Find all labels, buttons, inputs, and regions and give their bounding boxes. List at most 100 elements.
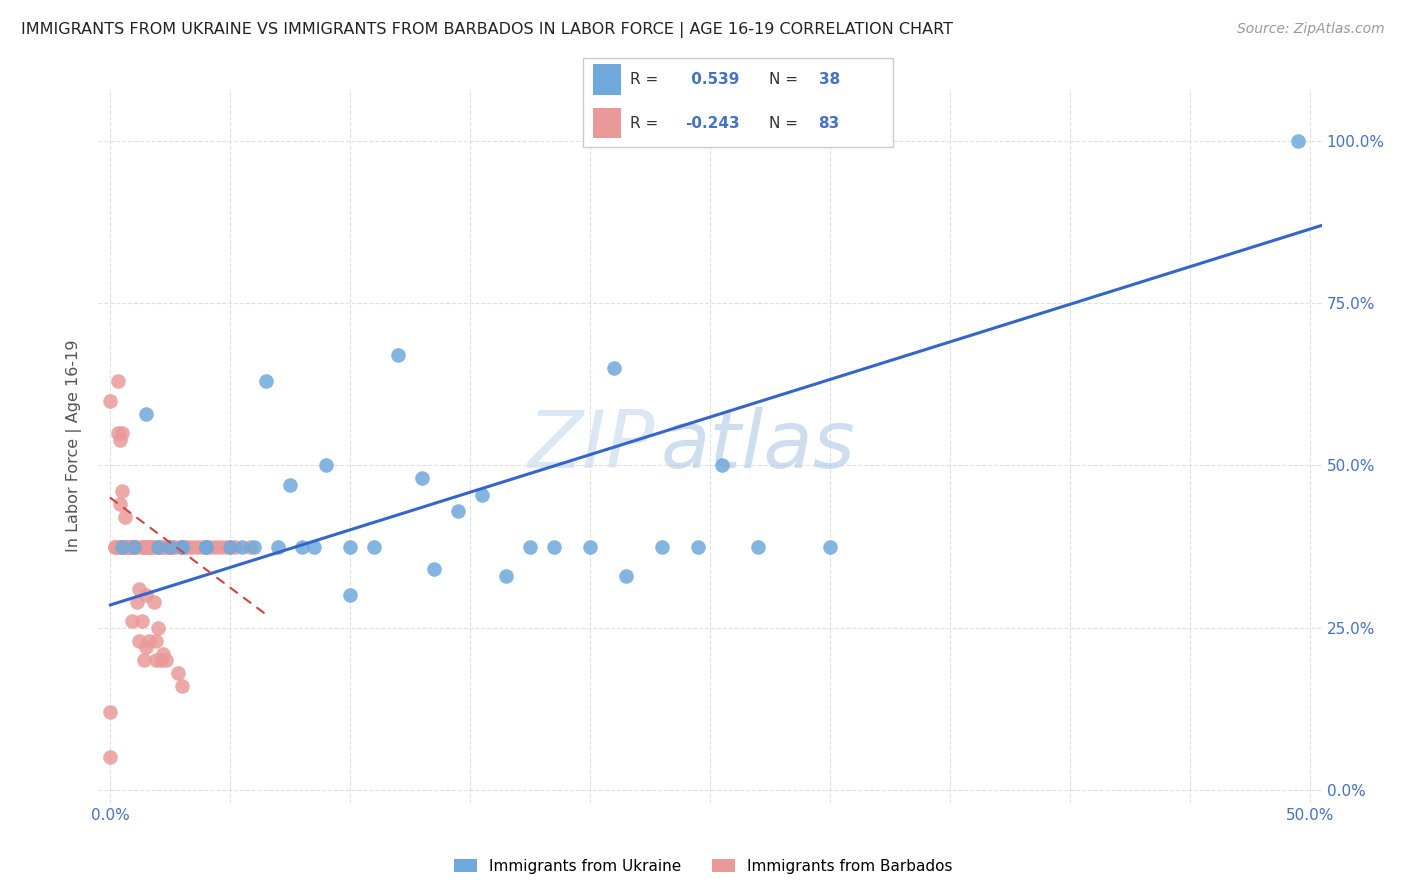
FancyBboxPatch shape (583, 58, 893, 147)
Point (195, 540, 218, 554)
Point (148, 540, 170, 554)
Point (447, 504, 470, 518)
Point (190, 540, 212, 554)
Text: R =: R = (630, 116, 664, 130)
Point (159, 540, 181, 554)
Point (111, 540, 134, 554)
Point (108, 540, 131, 554)
Text: N =: N = (769, 116, 803, 130)
Point (108, 433, 131, 447)
Point (172, 540, 194, 554)
Bar (593, 64, 620, 95)
Point (114, 540, 136, 554)
Point (141, 540, 163, 554)
Point (124, 540, 146, 554)
Point (156, 540, 179, 554)
Point (686, 540, 709, 554)
Point (107, 540, 129, 554)
Point (149, 540, 172, 554)
Point (219, 540, 242, 554)
Point (107, 374, 129, 388)
Point (304, 540, 326, 554)
Point (224, 540, 246, 554)
Point (100, 393, 122, 408)
Point (124, 540, 146, 554)
Point (291, 540, 314, 554)
Point (339, 588, 361, 602)
Text: -0.243: -0.243 (686, 116, 740, 130)
Point (155, 653, 177, 667)
Point (219, 540, 242, 554)
Point (169, 540, 191, 554)
Point (200, 540, 222, 554)
Point (195, 540, 218, 554)
Text: N =: N = (769, 72, 803, 87)
Point (543, 540, 565, 554)
Point (124, 540, 146, 554)
Point (124, 540, 146, 554)
Point (471, 488, 494, 502)
Text: IMMIGRANTS FROM UKRAINE VS IMMIGRANTS FROM BARBADOS IN LABOR FORCE | AGE 16-19 C: IMMIGRANTS FROM UKRAINE VS IMMIGRANTS FR… (21, 22, 953, 38)
Point (104, 540, 127, 554)
Point (118, 540, 141, 554)
Point (135, 407, 157, 421)
Point (138, 633, 160, 648)
Point (114, 540, 136, 554)
Point (145, 653, 167, 667)
Point (111, 484, 134, 499)
Point (128, 633, 150, 648)
Point (238, 540, 260, 554)
Point (104, 540, 127, 554)
Point (181, 540, 204, 554)
Point (603, 361, 626, 376)
Point (315, 458, 337, 473)
Text: atlas: atlas (661, 407, 856, 485)
Point (125, 540, 148, 554)
Point (118, 540, 141, 554)
Point (107, 425, 129, 440)
Point (131, 614, 153, 628)
Point (186, 540, 208, 554)
Point (111, 425, 134, 440)
Point (1286, 134, 1309, 148)
Point (278, 478, 301, 492)
Point (209, 540, 232, 554)
Point (131, 540, 153, 554)
Point (363, 540, 385, 554)
Point (135, 640, 157, 654)
Point (128, 582, 150, 596)
Point (267, 540, 290, 554)
Point (387, 348, 409, 362)
Point (152, 540, 174, 554)
Point (111, 540, 134, 554)
Legend: Immigrants from Ukraine, Immigrants from Barbados: Immigrants from Ukraine, Immigrants from… (447, 853, 959, 880)
Point (138, 540, 160, 554)
Point (205, 540, 228, 554)
Point (135, 540, 157, 554)
Point (124, 540, 146, 554)
Point (165, 540, 187, 554)
Point (411, 471, 433, 485)
Point (747, 540, 769, 554)
Point (142, 540, 165, 554)
Point (254, 374, 277, 388)
Point (149, 653, 172, 667)
Point (176, 540, 198, 554)
Point (162, 540, 184, 554)
Point (108, 497, 131, 511)
Bar (593, 108, 620, 138)
Point (131, 540, 153, 554)
Point (423, 562, 446, 576)
Point (495, 568, 517, 582)
Point (579, 540, 602, 554)
Point (142, 595, 165, 609)
Point (195, 540, 218, 554)
Point (519, 540, 541, 554)
Point (243, 540, 266, 554)
Point (114, 510, 136, 524)
Point (121, 540, 143, 554)
Point (148, 540, 170, 554)
Point (138, 540, 160, 554)
Point (115, 540, 138, 554)
Point (115, 540, 138, 554)
